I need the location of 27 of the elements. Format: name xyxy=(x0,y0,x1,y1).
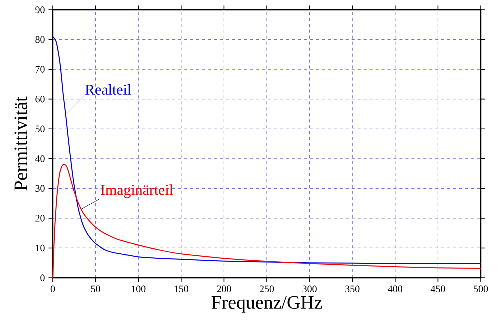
y-tick-label: 50 xyxy=(36,126,45,132)
x-tick-label: 350 xyxy=(346,286,360,292)
y-axis-title: Permittivität xyxy=(14,96,28,191)
y-tick-label: 80 xyxy=(36,36,45,44)
x-tick-label: 400 xyxy=(388,286,403,292)
x-tick-label: 300 xyxy=(302,286,317,292)
y-tick-label: 10 xyxy=(36,244,45,252)
x-tick-label: 150 xyxy=(174,286,189,292)
annotation: Realteil xyxy=(86,84,132,95)
x-tick-label: 100 xyxy=(132,286,146,292)
x-tick-label: 450 xyxy=(430,286,446,292)
line-series xyxy=(52,164,482,278)
x-tick-label: 50 xyxy=(91,286,100,292)
y-tick-label: 40 xyxy=(35,156,45,162)
y-tick-label: 70 xyxy=(36,66,45,73)
y-tick-label: 30 xyxy=(36,185,45,192)
x-tick-label: 200 xyxy=(217,286,232,292)
x-axis-title: Frequenz/GHz xyxy=(212,296,322,313)
y-tick-label: 0 xyxy=(40,274,45,282)
y-tick-label: 20 xyxy=(36,215,45,222)
x-tick-label: 250 xyxy=(260,286,274,292)
line-series xyxy=(52,36,482,264)
y-tick-label: 60 xyxy=(36,96,45,103)
x-tick-label: 500 xyxy=(474,286,488,292)
annotation: Imaginärteil xyxy=(101,184,174,198)
x-tick-label: 0 xyxy=(50,286,56,292)
y-tick-label: 90 xyxy=(36,6,45,14)
